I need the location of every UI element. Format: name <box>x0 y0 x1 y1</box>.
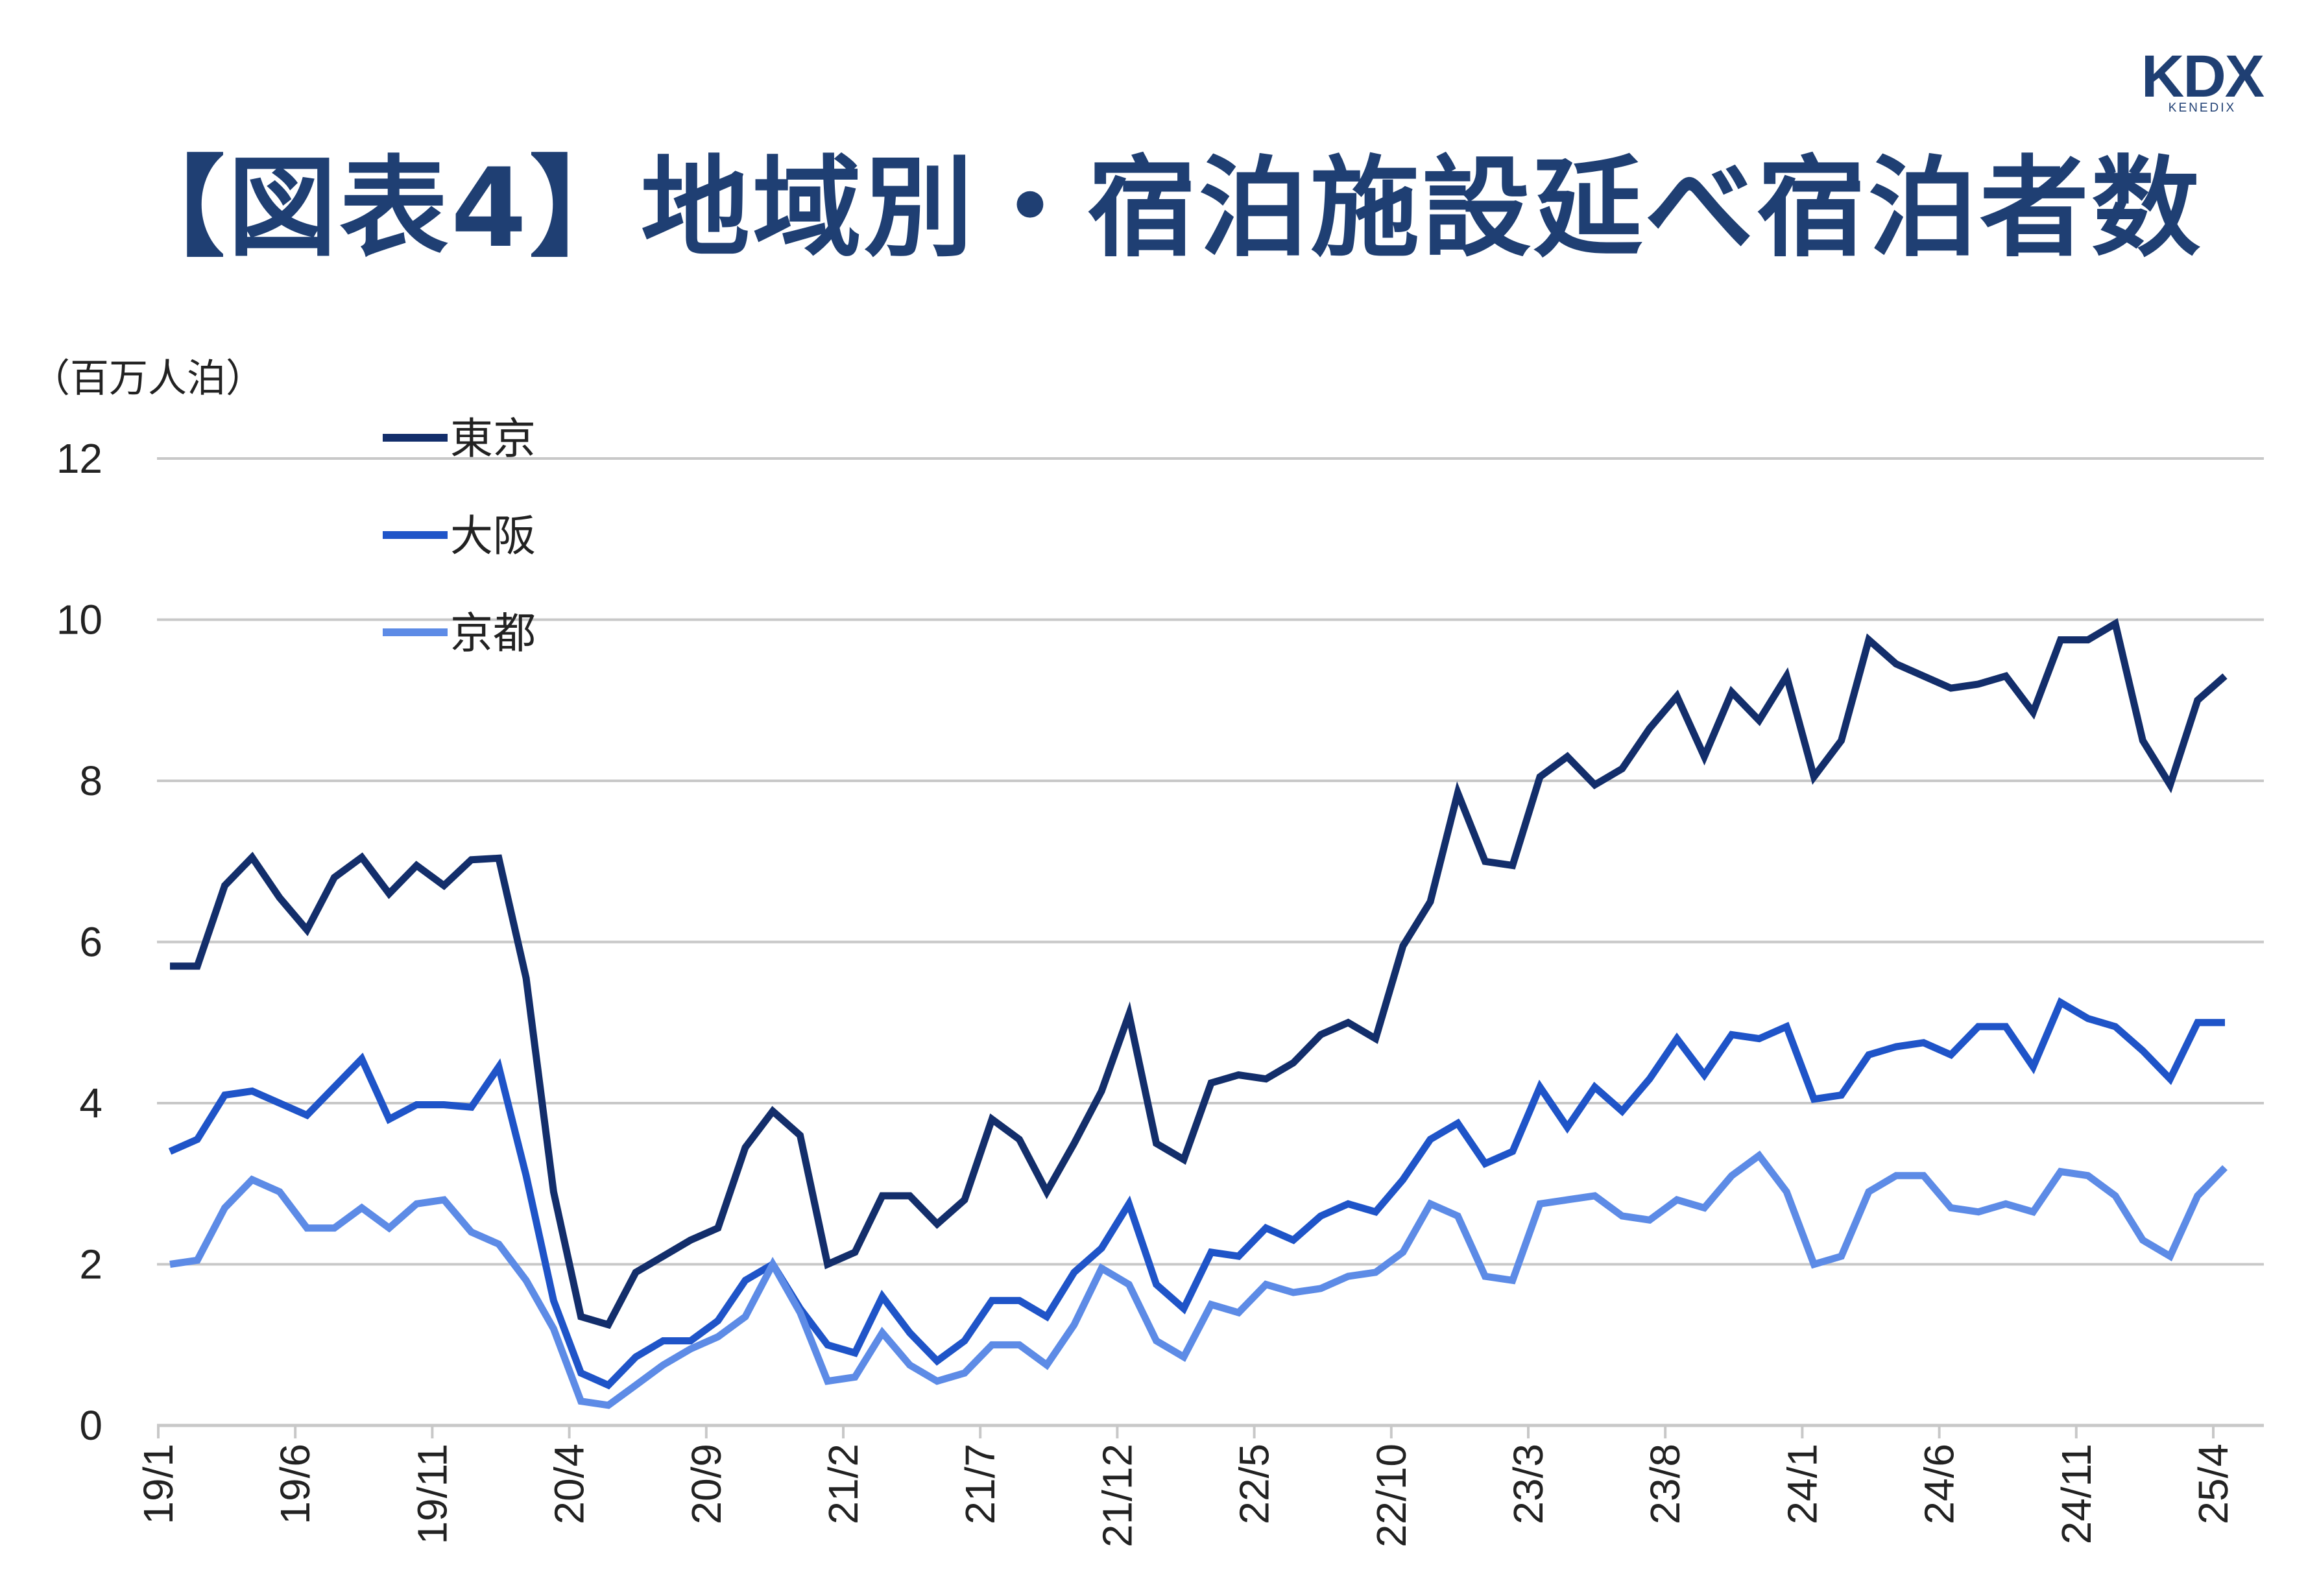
x-axis: 19/1 19/6 19/11 20/4 20/9 21/2 21/7 21/12 22/5 22… <box>135 1423 2264 1547</box>
series-line-1 <box>170 618 2228 1329</box>
chart-title: 【図表4】地域別・宿泊施設延べ宿泊者数 <box>116 145 2203 272</box>
x-tick-label: 21/7 <box>957 1444 1003 1525</box>
legend-label-1: 東京 <box>450 414 536 464</box>
y-axis-ticks: 0 2 4 6 8 10 12 <box>56 435 102 1449</box>
x-tick-label: 19/11 <box>409 1444 455 1544</box>
y-tick-label: 4 <box>79 1080 102 1126</box>
logo-mark: KDX <box>2141 43 2265 110</box>
x-tick-label: 19/6 <box>272 1444 318 1525</box>
y-tick-label: 2 <box>79 1241 102 1288</box>
x-tick-label: 24/11 <box>2053 1444 2100 1544</box>
x-tick-label: 21/12 <box>1094 1444 1140 1547</box>
x-tick-label: 22/10 <box>1368 1444 1415 1547</box>
x-tick-label: 24/1 <box>1779 1444 1825 1525</box>
x-tick-label: 20/4 <box>546 1444 593 1525</box>
y-tick-label: 8 <box>79 757 102 804</box>
y-tick-label: 6 <box>79 919 102 966</box>
x-tick-label: 22/5 <box>1231 1444 1278 1525</box>
y-axis-unit-label: （百万人泊） <box>31 356 265 401</box>
y-tick-label: 12 <box>56 435 102 482</box>
x-tick-label: 23/8 <box>1642 1444 1688 1525</box>
x-tick-label: 20/9 <box>683 1444 730 1525</box>
x-tick-label: 21/2 <box>820 1444 867 1525</box>
gridlines <box>157 457 2264 1266</box>
series-line-3 <box>169 1150 2228 1409</box>
y-tick-label: 10 <box>56 597 102 643</box>
legend-label-3: 京都 <box>450 608 536 658</box>
y-tick-label: 0 <box>79 1402 102 1449</box>
x-tick-label: 19/1 <box>135 1444 182 1525</box>
logo-subtext: KENEDIX <box>2168 101 2237 115</box>
x-tick-label: 23/3 <box>1505 1444 1552 1525</box>
series-line-2 <box>168 997 2225 1390</box>
x-tick-label: 25/4 <box>2190 1444 2237 1525</box>
legend-label-2: 大阪 <box>450 511 536 561</box>
x-tick-label: 24/6 <box>1916 1444 1963 1525</box>
series-lines <box>168 618 2228 1409</box>
kdx-logo: KDX KENEDIX <box>2121 43 2283 115</box>
